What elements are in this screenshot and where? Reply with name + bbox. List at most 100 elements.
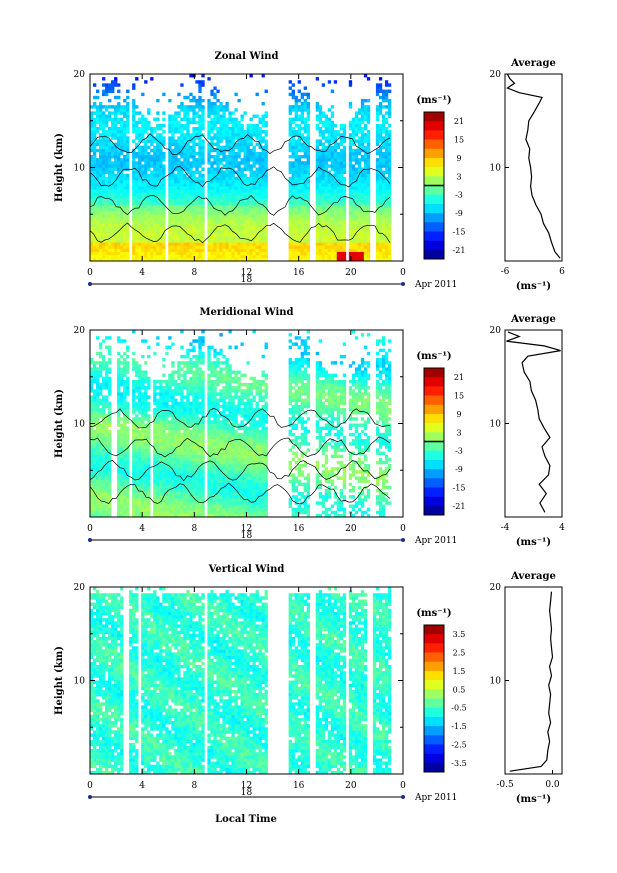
heatmap-cell [306, 105, 310, 109]
heatmap-cell [378, 164, 383, 168]
heatmap-cell [195, 217, 199, 221]
heatmap-cell [249, 142, 253, 146]
heatmap-cell [144, 389, 148, 393]
heatmap-cell [348, 123, 353, 128]
heatmap-cell [102, 111, 106, 115]
heatmap-cell [138, 186, 142, 190]
heatmap-cell [294, 220, 298, 224]
heatmap-cell [111, 201, 115, 206]
heatmap-cell [207, 183, 211, 187]
heatmap-cell [348, 167, 353, 171]
heatmap-cell [90, 460, 94, 465]
heatmap-cell [327, 192, 332, 196]
heatmap-cell [213, 236, 217, 240]
heatmap-cell [378, 189, 383, 193]
heatmap-cell [318, 173, 323, 178]
heatmap-cell [117, 226, 121, 231]
heatmap-cell [96, 392, 100, 396]
heatmap-cell [123, 470, 127, 474]
heatmap-cell [138, 504, 142, 508]
heatmap-cell [156, 492, 160, 496]
heatmap-cell [144, 379, 148, 384]
heatmap-cell [324, 226, 329, 231]
heatmap-cell [102, 201, 106, 206]
heatmap-cell [153, 473, 157, 477]
heatmap-cell [105, 229, 109, 234]
heatmap-cell [159, 183, 163, 187]
heatmap-cell [297, 126, 301, 131]
heatmap-cell [96, 117, 100, 122]
heatmap-cell [96, 479, 100, 484]
heatmap-cell [264, 226, 268, 231]
heatmap-cell [141, 467, 145, 471]
heatmap-cell [258, 214, 262, 218]
heatmap-cell [105, 117, 109, 122]
heatmap-cell [186, 254, 190, 259]
heatmap-cell [171, 120, 175, 125]
heatmap-cell [105, 382, 109, 387]
heatmap-cell [306, 257, 310, 262]
heatmap-cell [354, 170, 359, 175]
heatmap-cell [117, 211, 121, 215]
heatmap-cell [162, 208, 166, 212]
heatmap-cell [234, 179, 238, 184]
heatmap-cell [138, 195, 142, 199]
heatmap-cell [387, 105, 392, 109]
heatmap-cell [135, 126, 139, 131]
heatmap-cell [249, 176, 253, 181]
heatmap-cell [381, 89, 386, 93]
heatmap-cell [288, 155, 292, 159]
heatmap-cell [315, 214, 320, 218]
heatmap-cell [297, 189, 301, 193]
heatmap-cell [342, 204, 347, 209]
date-bar-end [401, 282, 405, 286]
heatmap-cell [153, 426, 157, 431]
heatmap-cell [189, 170, 193, 175]
heatmap-cell [120, 251, 124, 256]
heatmap-cell [99, 488, 103, 493]
heatmap-cell [333, 151, 338, 156]
heatmap-cell [90, 201, 94, 206]
heatmap-cell [156, 488, 160, 493]
heatmap-cell [171, 208, 175, 212]
heatmap-cell [171, 226, 175, 231]
heatmap-cell [153, 423, 157, 427]
heatmap-cell [264, 130, 268, 134]
heatmap-cell [126, 220, 130, 224]
heatmap-cell [264, 164, 268, 168]
heatmap-cell [243, 167, 247, 171]
heatmap-cell [102, 354, 106, 359]
heatmap-cell [321, 123, 326, 128]
heatmap-cell [210, 198, 214, 203]
heatmap-cell [117, 148, 121, 153]
heatmap-cell [228, 164, 232, 168]
heatmap-cell [306, 108, 310, 112]
heatmap-cell [120, 432, 124, 437]
heatmap-cell [156, 485, 160, 490]
heatmap-cell [105, 114, 109, 118]
heatmap-cell [105, 179, 109, 184]
heatmap-cell [225, 155, 229, 159]
heatmap-cell [192, 211, 196, 215]
heatmap-cell [324, 176, 329, 181]
heatmap-cell [306, 95, 310, 100]
heatmap-cell [153, 432, 157, 437]
heatmap-cell [138, 501, 142, 505]
heatmap-cell [336, 242, 341, 246]
heatmap-cell [189, 198, 193, 203]
heatmap-cell [381, 164, 386, 168]
heatmap-cell [210, 105, 214, 109]
heatmap-cell [264, 245, 268, 249]
heatmap-cell [201, 201, 205, 206]
heatmap-cell [195, 98, 199, 103]
heatmap-cell [216, 245, 220, 249]
heatmap-cell [114, 95, 118, 100]
heatmap-cell [384, 139, 389, 143]
heatmap-cell [159, 170, 163, 175]
heatmap-cell [255, 245, 259, 249]
heatmap-cell [192, 170, 196, 175]
heatmap-cell [300, 232, 304, 237]
heatmap-cell [111, 220, 115, 224]
heatmap-cell [216, 167, 220, 171]
heatmap-cell [177, 186, 181, 190]
